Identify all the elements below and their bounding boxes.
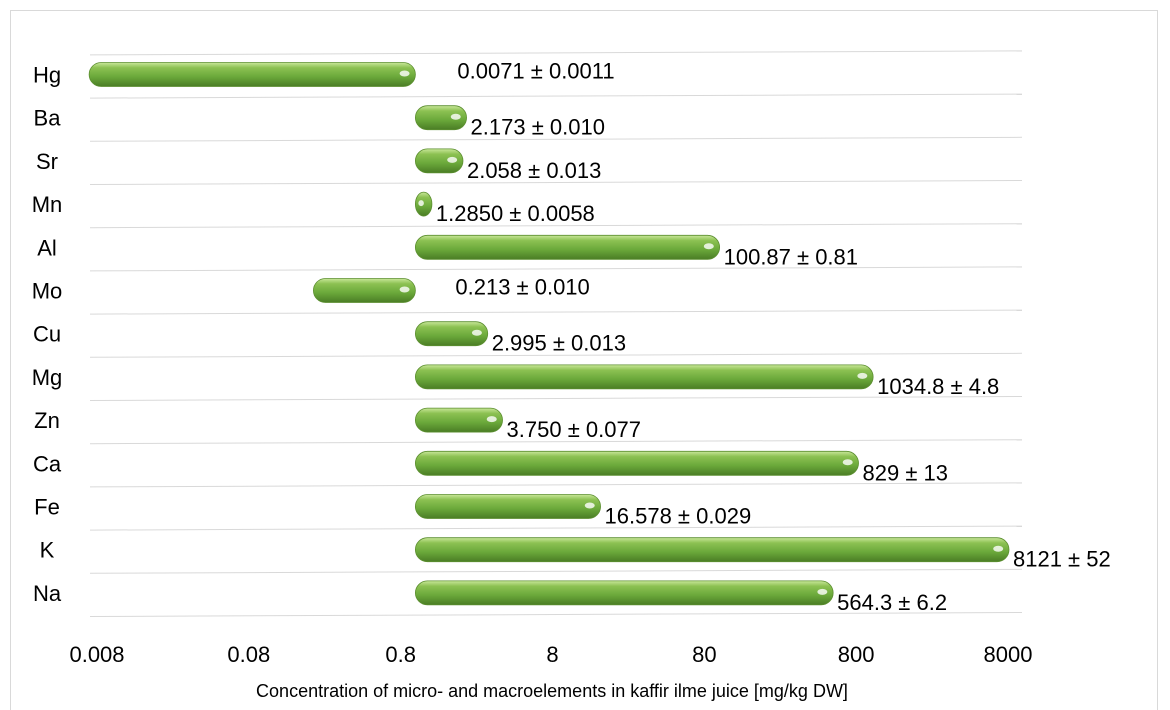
x-tick-label: 0.08 — [227, 642, 270, 667]
data-label: 2.995 ± 0.013 — [492, 331, 626, 356]
gridline — [89, 482, 1023, 488]
bar-sr — [414, 148, 464, 174]
bars — [88, 62, 1010, 606]
category-label: Hg — [33, 63, 61, 88]
data-label: 564.3 ± 6.2 — [837, 590, 947, 615]
bar-highlight — [486, 416, 497, 423]
category-label: Mo — [32, 279, 63, 304]
bar-mo — [313, 278, 416, 303]
bar-cu — [414, 321, 489, 347]
gridline — [89, 93, 1023, 99]
bar-highlight — [993, 545, 1004, 552]
bar-highlight — [703, 243, 714, 250]
x-tick-label: 0.8 — [385, 642, 416, 667]
bar-highlight — [399, 70, 410, 77]
bar-highlight — [447, 156, 458, 163]
category-label: K — [40, 538, 55, 563]
gridline — [89, 439, 1023, 445]
gridline — [89, 568, 1023, 574]
bar-highlight — [842, 459, 853, 466]
data-label: 1.2850 ± 0.0058 — [436, 201, 595, 226]
data-label: 2.058 ± 0.013 — [467, 158, 601, 183]
data-label: 0.213 ± 0.010 — [455, 275, 589, 300]
data-label: 0.0071 ± 0.0011 — [457, 59, 614, 84]
category-label: Mn — [32, 192, 63, 217]
gridline — [89, 352, 1023, 358]
category-label: Al — [37, 235, 57, 260]
gridline — [89, 50, 1023, 56]
data-label: 1034.8 ± 4.8 — [877, 374, 999, 399]
gridline — [89, 136, 1023, 142]
data-label: 100.87 ± 0.81 — [724, 244, 858, 269]
bar-highlight — [857, 372, 868, 379]
gridline — [89, 180, 1023, 185]
bar-highlight — [584, 502, 595, 509]
x-tick-label: 800 — [838, 642, 875, 667]
bar-ba — [414, 105, 467, 131]
gridline — [89, 223, 1023, 229]
bar-hg — [88, 62, 416, 87]
data-label: 8121 ± 52 — [1013, 547, 1111, 572]
x-tick-labels: 0.008 0.08 0.8 8 80 800 8000 — [69, 642, 1032, 667]
bar-highlight — [471, 329, 482, 336]
bar-highlight — [399, 286, 410, 293]
bar-na — [414, 580, 834, 606]
x-tick-label: 80 — [692, 642, 716, 667]
x-tick-label: 8 — [546, 642, 558, 667]
bar-k — [414, 537, 1010, 563]
data-label: 829 ± 13 — [863, 460, 948, 485]
bar-highlight — [817, 588, 828, 595]
x-axis-title: Concentration of micro- and macroelement… — [256, 681, 848, 701]
gridline — [89, 309, 1023, 315]
data-labels: 0.0071 ± 0.0011 2.173 ± 0.010 2.058 ± 0.01… — [436, 59, 1111, 615]
gridline — [89, 612, 1023, 617]
bar-fe — [414, 494, 601, 519]
bar-mg — [414, 364, 874, 390]
category-label: Na — [33, 581, 62, 606]
category-label: Sr — [36, 149, 58, 174]
data-label: 16.578 ± 0.029 — [605, 504, 752, 529]
gridline — [89, 266, 1023, 272]
category-label: Ca — [33, 451, 62, 476]
gridline — [89, 525, 1023, 531]
bar-highlight — [450, 113, 461, 120]
bar-ca — [414, 450, 859, 476]
x-tick-label: 0.008 — [69, 642, 124, 667]
bar-highlight — [418, 200, 424, 207]
bar-zn — [414, 407, 503, 433]
category-label: Mg — [32, 365, 63, 390]
gridlines — [89, 50, 1023, 617]
category-labels: Hg Ba Sr Mn Al Mo Cu Mg Zn Ca Fe K Na — [32, 63, 63, 606]
gridline — [89, 396, 1023, 401]
chart-frame — [10, 10, 1158, 710]
bar-al — [414, 234, 721, 260]
category-label: Zn — [34, 408, 60, 433]
category-label: Cu — [33, 322, 61, 347]
x-tick-label: 8000 — [984, 642, 1033, 667]
data-label: 2.173 ± 0.010 — [471, 115, 605, 140]
category-label: Fe — [34, 495, 60, 520]
data-label: 3.750 ± 0.077 — [507, 417, 641, 442]
category-label: Ba — [34, 106, 62, 131]
